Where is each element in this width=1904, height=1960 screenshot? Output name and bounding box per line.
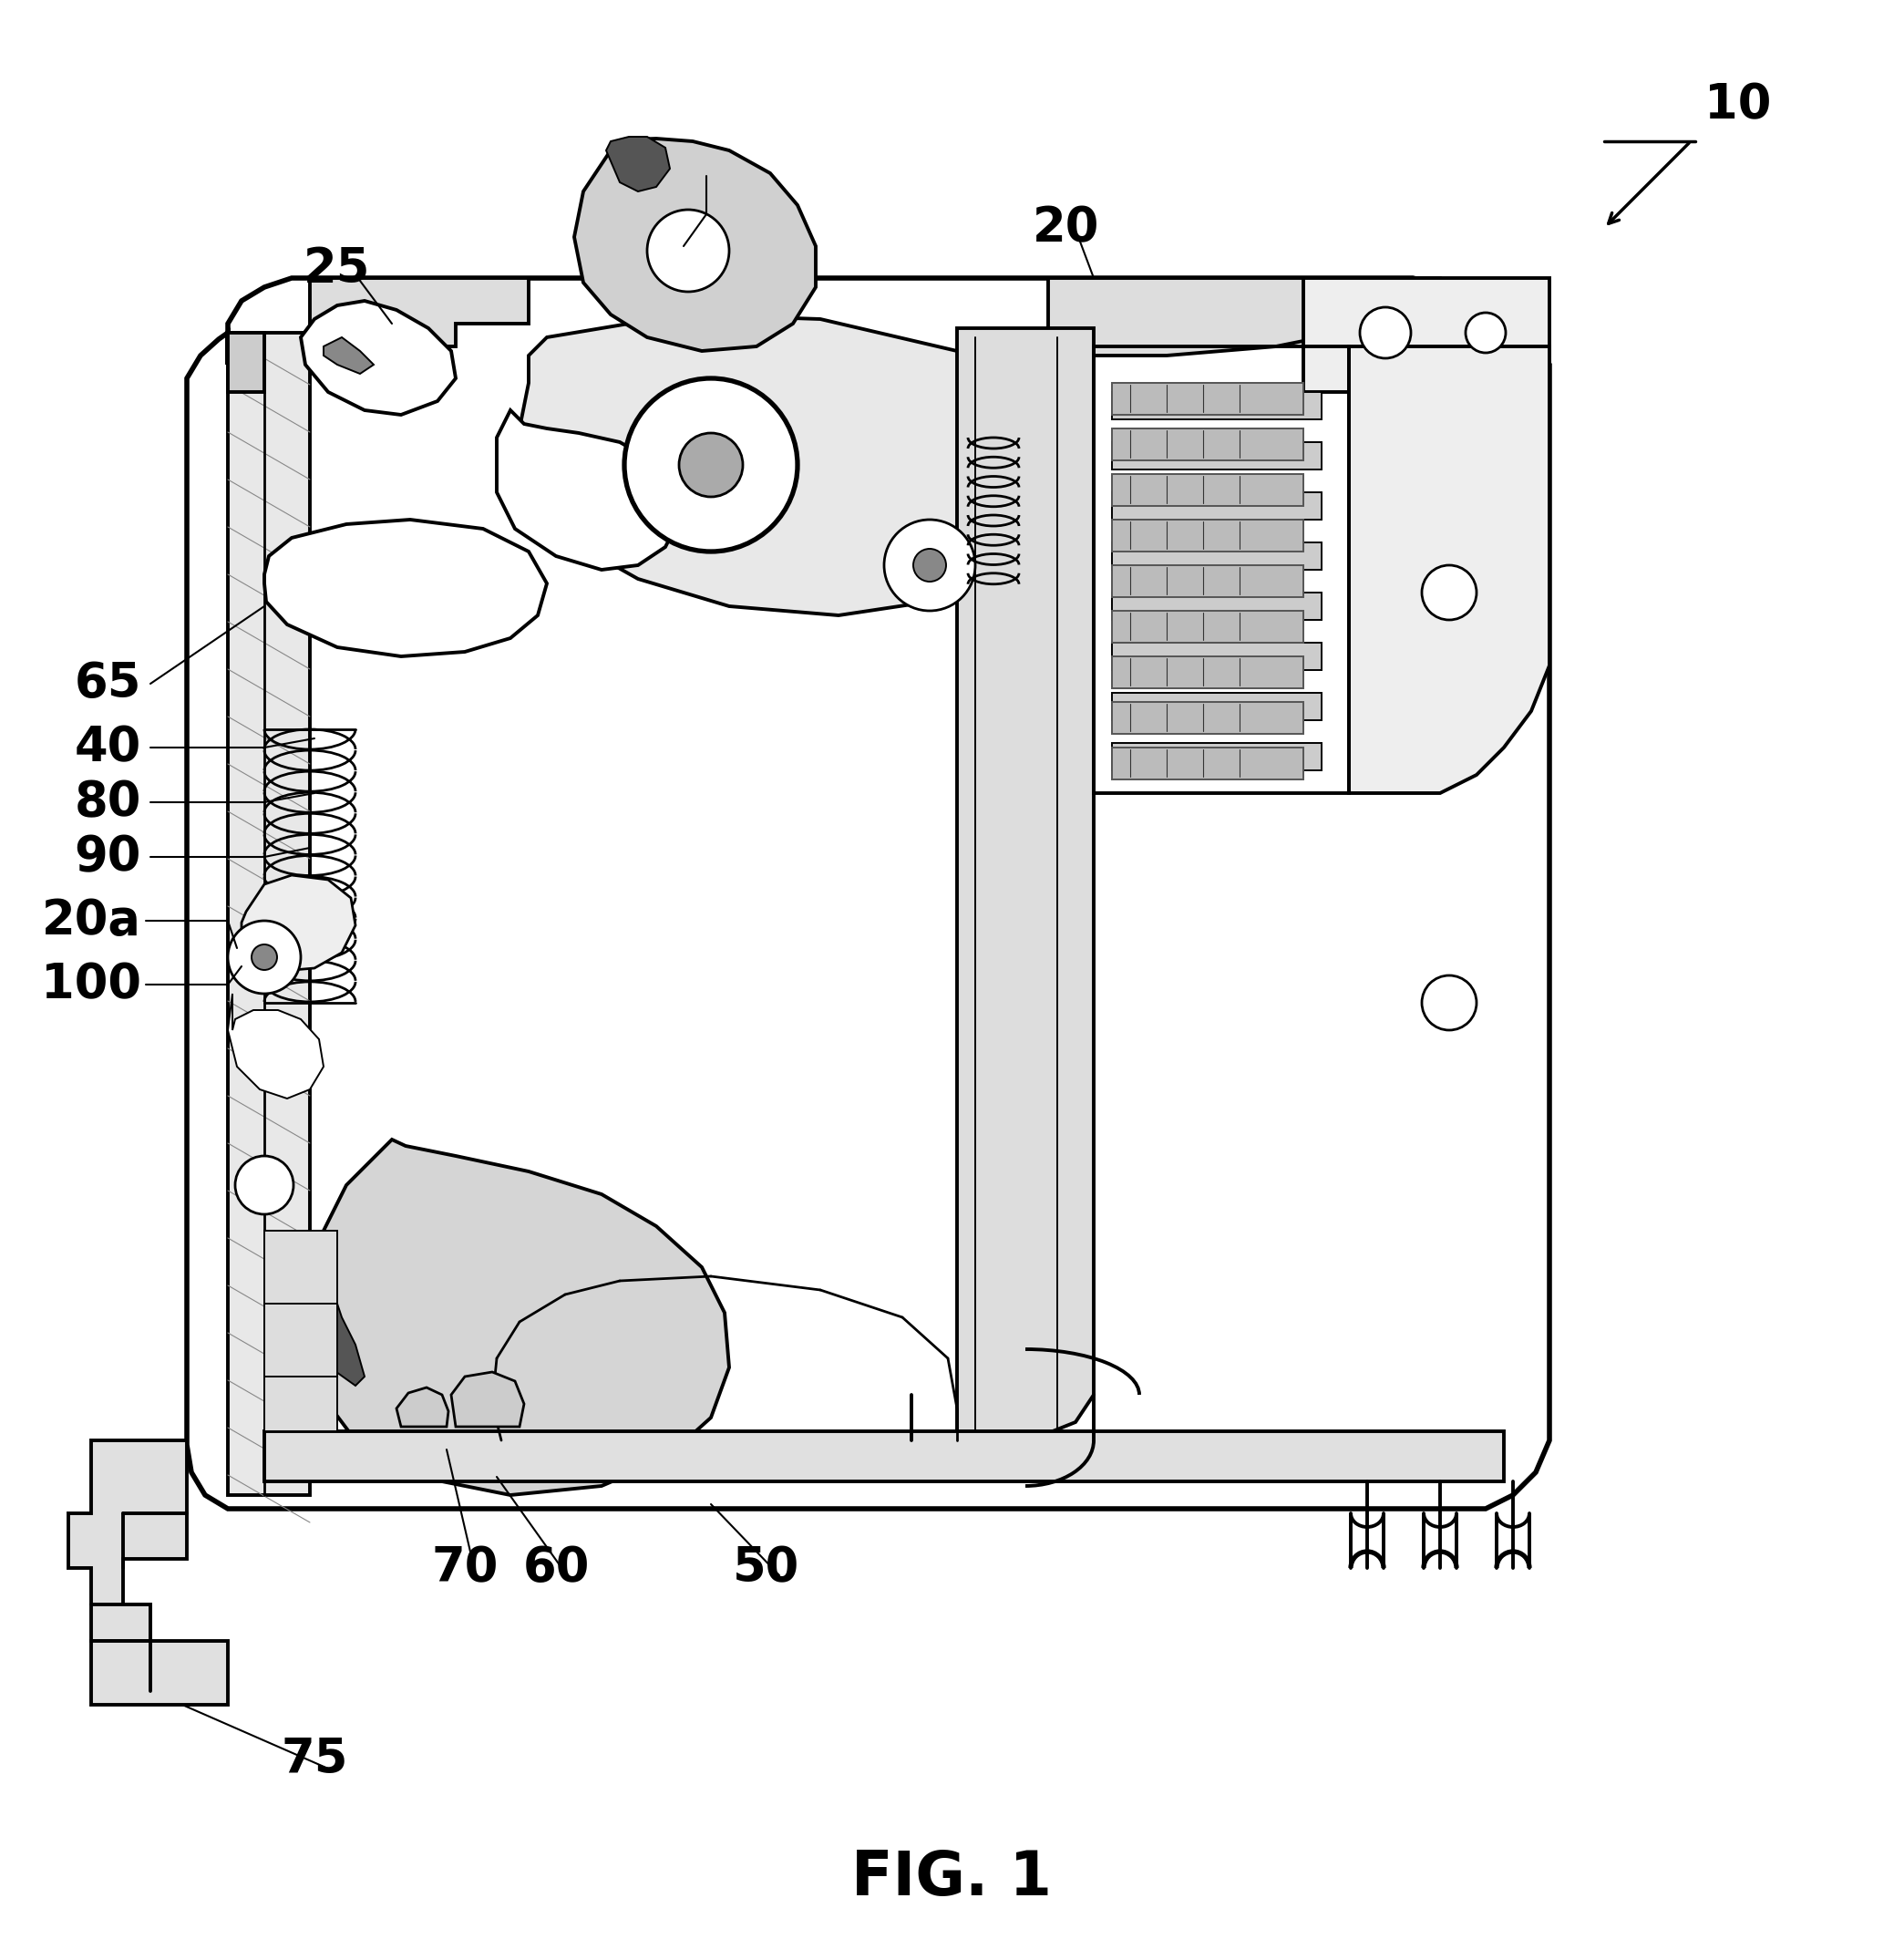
Polygon shape [1112, 657, 1304, 688]
Polygon shape [324, 337, 373, 374]
Circle shape [914, 549, 946, 582]
Polygon shape [242, 876, 356, 970]
Circle shape [680, 433, 743, 496]
Circle shape [1422, 976, 1476, 1031]
Text: 25: 25 [305, 245, 371, 292]
Polygon shape [265, 1231, 337, 1303]
Polygon shape [1112, 382, 1304, 416]
Circle shape [625, 378, 798, 551]
Polygon shape [1049, 278, 1439, 355]
Text: 30: 30 [659, 145, 725, 192]
Polygon shape [451, 1372, 524, 1427]
Polygon shape [1112, 519, 1304, 551]
Text: 10: 10 [1704, 80, 1771, 129]
Polygon shape [228, 994, 324, 1098]
Polygon shape [1112, 543, 1321, 570]
Polygon shape [265, 1376, 337, 1431]
Polygon shape [1112, 564, 1304, 598]
Text: FIG. 1: FIG. 1 [851, 1848, 1051, 1907]
Polygon shape [301, 1254, 364, 1386]
Text: 20a: 20a [42, 898, 141, 945]
Text: 75: 75 [282, 1737, 348, 1784]
Polygon shape [1112, 702, 1304, 733]
Polygon shape [1112, 643, 1321, 670]
Polygon shape [265, 519, 546, 657]
Circle shape [236, 1156, 293, 1215]
Polygon shape [1112, 443, 1321, 470]
Polygon shape [497, 410, 680, 570]
Text: 65: 65 [74, 661, 141, 708]
Polygon shape [1112, 592, 1321, 619]
Polygon shape [1112, 492, 1321, 519]
Text: 50: 50 [733, 1544, 800, 1592]
Polygon shape [1112, 692, 1321, 719]
Circle shape [1466, 314, 1506, 353]
Polygon shape [228, 333, 265, 392]
Text: 70: 70 [432, 1544, 499, 1592]
Circle shape [883, 519, 975, 612]
Text: 20: 20 [1034, 204, 1101, 251]
Circle shape [228, 921, 301, 994]
Polygon shape [91, 1641, 228, 1705]
Polygon shape [265, 1303, 337, 1376]
Polygon shape [301, 1139, 729, 1495]
Polygon shape [605, 137, 670, 192]
Text: 40: 40 [74, 723, 141, 770]
Polygon shape [1112, 747, 1304, 780]
Polygon shape [1348, 347, 1550, 794]
Circle shape [647, 210, 729, 292]
Polygon shape [520, 314, 1053, 615]
Polygon shape [1112, 474, 1304, 506]
Polygon shape [187, 278, 1550, 1509]
Polygon shape [396, 1388, 449, 1427]
Circle shape [1359, 308, 1411, 359]
Polygon shape [1112, 743, 1321, 770]
Polygon shape [265, 1431, 1504, 1482]
Polygon shape [1112, 612, 1304, 643]
Polygon shape [301, 300, 455, 416]
Circle shape [251, 945, 278, 970]
Polygon shape [1304, 278, 1550, 392]
Polygon shape [310, 278, 529, 347]
Polygon shape [958, 327, 1093, 1441]
Text: 90: 90 [74, 833, 141, 880]
Polygon shape [228, 333, 310, 1495]
Polygon shape [69, 1441, 187, 1641]
Polygon shape [1112, 392, 1321, 419]
Polygon shape [1112, 429, 1304, 461]
Text: 80: 80 [74, 778, 141, 825]
Polygon shape [575, 139, 815, 351]
Text: 60: 60 [522, 1544, 590, 1592]
Circle shape [1422, 564, 1476, 619]
Text: 100: 100 [42, 960, 141, 1007]
